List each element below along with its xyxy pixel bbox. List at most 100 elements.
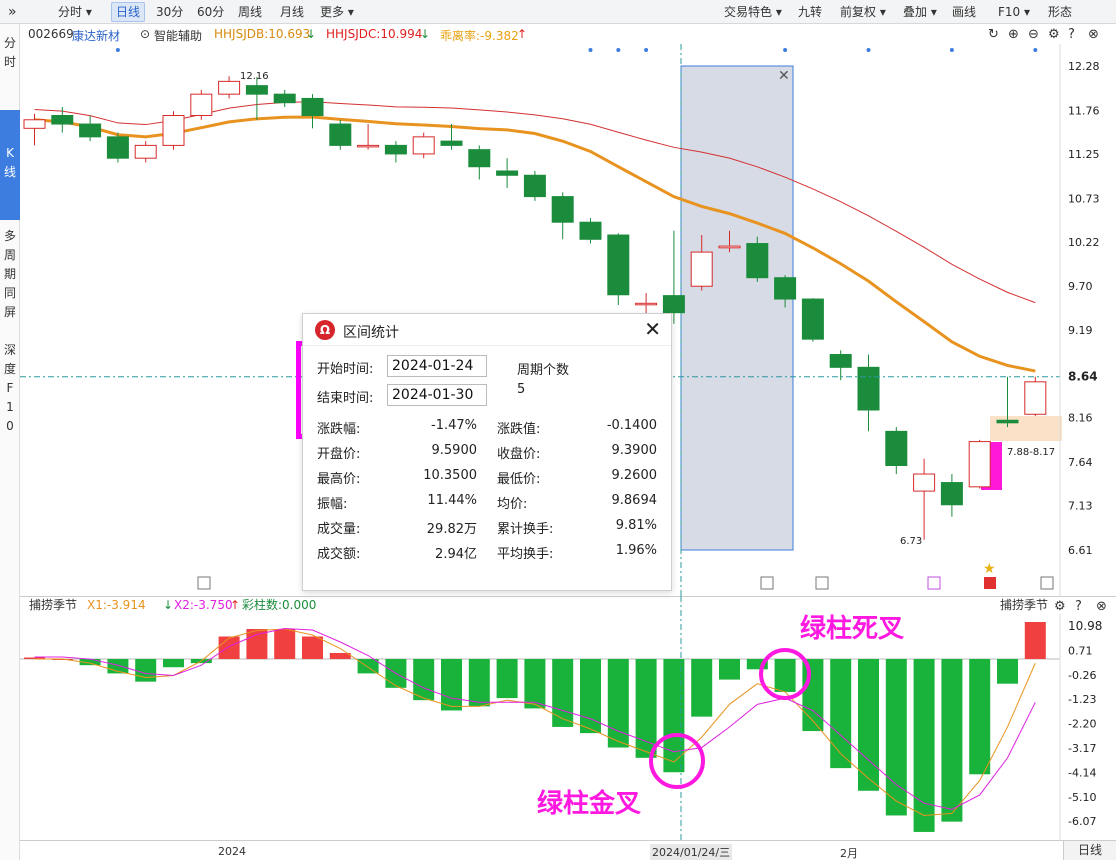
- help-icon[interactable]: ?: [1075, 599, 1082, 614]
- candle[interactable]: [79, 123, 102, 138]
- event-marker-icon[interactable]: [1040, 576, 1054, 590]
- rail-tab-kline[interactable]: K 线: [0, 110, 20, 220]
- candle[interactable]: [273, 93, 296, 104]
- fishing-season-chart[interactable]: 捕捞季节 X1:-3.914 ↓ X2:-3.750 ↑ 彩柱数:0.000 捕…: [20, 596, 1116, 840]
- bottom-period-tab[interactable]: 日线: [1063, 840, 1116, 860]
- close-panel-icon[interactable]: ⊗: [1088, 27, 1099, 42]
- adjust-dropdown[interactable]: 前复权 ▾: [840, 5, 886, 19]
- settings-icon[interactable]: ⚙: [1048, 27, 1060, 42]
- candle[interactable]: [885, 430, 908, 466]
- sub-bar: [858, 659, 879, 791]
- tab-daily[interactable]: 日线: [111, 2, 146, 22]
- candle[interactable]: [690, 251, 713, 287]
- candle[interactable]: [635, 302, 658, 306]
- f10-dropdown[interactable]: F10 ▾: [998, 5, 1031, 19]
- signal-dot: [115, 48, 120, 52]
- close-panel-icon[interactable]: ⊗: [1096, 599, 1107, 614]
- candle[interactable]: [106, 136, 129, 159]
- candle[interactable]: [384, 144, 407, 155]
- candle[interactable]: [245, 85, 268, 95]
- end-time-input[interactable]: 2024-01-30: [387, 384, 487, 406]
- sub-y-tick-label: -1.23: [1068, 693, 1096, 706]
- pattern-button[interactable]: 形态: [1048, 5, 1073, 19]
- kline-chart[interactable]: ✕ 12.28 11.76 11.25 10.73 10.22 9.70 9.19 8.64 8…: [20, 44, 1116, 596]
- candle[interactable]: [857, 366, 880, 411]
- rail-tab-depth-f10[interactable]: 深 度 F 1 0: [3, 343, 16, 433]
- candle[interactable]: [329, 123, 352, 146]
- candle[interactable]: [23, 119, 46, 129]
- assist-icon[interactable]: ⊙: [140, 27, 151, 41]
- tab-weekly[interactable]: 周线: [238, 5, 263, 19]
- sub-y-tick-label: -5.10: [1068, 791, 1096, 804]
- event-marker-icon[interactable]: [815, 576, 829, 590]
- candle[interactable]: [968, 441, 991, 488]
- zoom-out-icon[interactable]: ⊖: [1028, 27, 1039, 42]
- candle[interactable]: [746, 243, 769, 279]
- stock-name[interactable]: 康达新材: [72, 29, 121, 43]
- stat-value: 10.3500: [423, 468, 477, 483]
- candle[interactable]: [662, 295, 685, 314]
- more-dropdown[interactable]: 更多 ▾: [320, 5, 354, 19]
- sub-bar: [774, 659, 796, 692]
- tab-60min[interactable]: 60分: [197, 5, 225, 19]
- zoom-in-icon[interactable]: ⊕: [1008, 27, 1019, 42]
- refresh-icon[interactable]: ↻: [988, 27, 999, 42]
- candle[interactable]: [496, 170, 519, 176]
- tab-monthly[interactable]: 月线: [280, 5, 305, 19]
- candle[interactable]: [718, 245, 741, 249]
- settings-icon[interactable]: ⚙: [1054, 599, 1066, 614]
- candle[interactable]: [523, 174, 546, 198]
- range-close-icon[interactable]: ✕: [778, 68, 790, 84]
- period-count-label: 周期个数: [517, 363, 570, 378]
- stat-value: 9.8694: [611, 493, 658, 508]
- start-time-input[interactable]: 2024-01-24: [387, 355, 487, 377]
- candle[interactable]: [1024, 381, 1047, 415]
- candle[interactable]: [190, 93, 213, 117]
- trade-features-dropdown[interactable]: 交易特色 ▾: [724, 5, 782, 19]
- candle[interactable]: [551, 196, 574, 223]
- event-marker-icon[interactable]: [760, 576, 774, 590]
- sub-bar: [413, 659, 435, 701]
- candle[interactable]: [829, 354, 852, 368]
- candle[interactable]: [51, 115, 74, 125]
- smart-assist-label[interactable]: 智能辅助: [154, 29, 203, 43]
- candle[interactable]: [412, 136, 435, 155]
- sub-chart-title: 捕捞季节: [29, 597, 77, 612]
- sub-bar: [329, 653, 351, 659]
- candle[interactable]: [162, 115, 185, 146]
- stat-label: 涨跌值:: [497, 422, 541, 437]
- stat-value: 29.82万: [426, 522, 477, 537]
- event-marker-icon[interactable]: [927, 576, 941, 590]
- dialog-close-icon[interactable]: ✕: [644, 317, 661, 341]
- overlay-dropdown[interactable]: 叠加 ▾: [903, 5, 937, 19]
- tab-30min[interactable]: 30分: [156, 5, 184, 19]
- nine-turn-button[interactable]: 九转: [798, 5, 823, 19]
- event-marker-icon[interactable]: [197, 576, 211, 590]
- candle[interactable]: [940, 482, 963, 506]
- expand-icon[interactable]: »: [8, 4, 17, 20]
- sub-line-x2: [34, 627, 1036, 810]
- candle[interactable]: [134, 144, 157, 159]
- sub-bar: [663, 659, 685, 773]
- sub-bar: [607, 659, 629, 748]
- candle[interactable]: [913, 473, 936, 492]
- candle[interactable]: [607, 234, 630, 296]
- candle[interactable]: [357, 144, 380, 148]
- signal-dot: [783, 48, 788, 52]
- candle[interactable]: [468, 149, 491, 168]
- candle[interactable]: [301, 97, 324, 117]
- help-icon[interactable]: ?: [1068, 27, 1075, 42]
- rail-tab-multi-period[interactable]: 多 周 期 同 屏: [3, 229, 16, 319]
- range-price-label: 7.88-8.17: [1007, 447, 1055, 458]
- event-marker-icon[interactable]: [984, 577, 996, 589]
- candle[interactable]: [218, 80, 241, 95]
- rail-tab-timeshare[interactable]: 分 时: [3, 36, 16, 69]
- draw-line-button[interactable]: 画线: [952, 5, 977, 19]
- candle[interactable]: [996, 419, 1019, 424]
- candle[interactable]: [774, 277, 797, 300]
- candle[interactable]: [801, 298, 824, 340]
- candle[interactable]: [440, 140, 463, 146]
- selected-range-box[interactable]: [680, 65, 794, 551]
- candle[interactable]: [579, 221, 602, 240]
- tab-minute[interactable]: 分时 ▾: [58, 5, 92, 19]
